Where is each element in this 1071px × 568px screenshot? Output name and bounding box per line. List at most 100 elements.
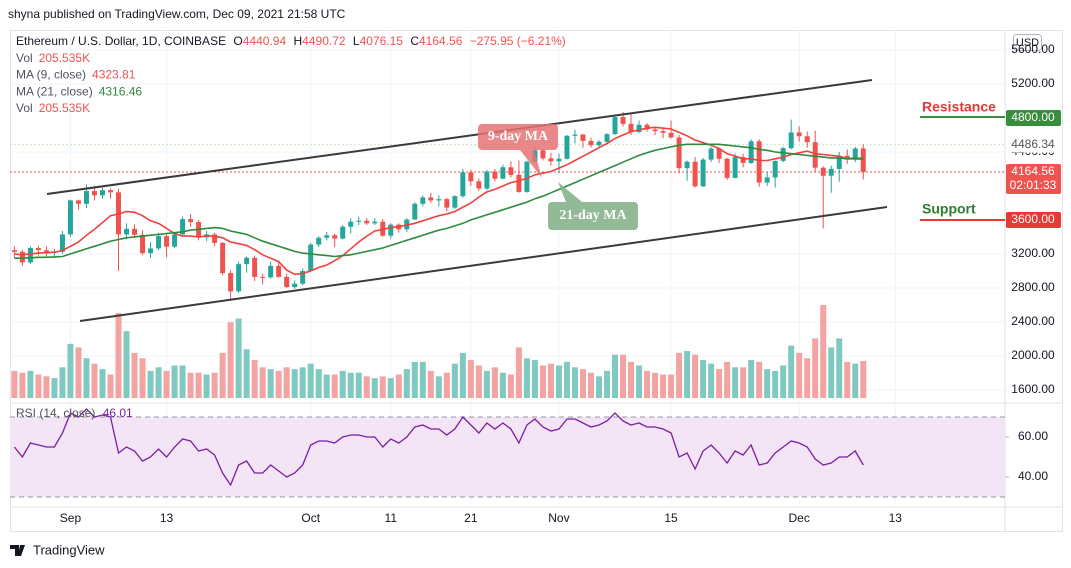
volume-bar: [395, 374, 402, 398]
legend-entry: Vol 205.535K: [16, 51, 90, 65]
ma21-label: 21-day MA: [559, 208, 627, 223]
candle-body: [836, 155, 842, 169]
volume-bar: [379, 376, 386, 398]
price-label-box: [1006, 163, 1061, 194]
resistance-label: Resistance: [922, 99, 996, 115]
volume-bar: [59, 367, 66, 398]
volume-bar: [363, 376, 370, 398]
volume-bar: [732, 367, 739, 398]
candle-body: [172, 234, 178, 247]
candle-body: [708, 148, 714, 160]
volume-bar: [307, 363, 314, 398]
volume-bar: [251, 360, 258, 398]
volume-bar: [788, 345, 795, 398]
rsi-tick-label: 60.00: [1018, 429, 1048, 443]
candle-body: [500, 167, 506, 179]
ma-line: [14, 126, 864, 276]
volume-bar: [844, 361, 851, 398]
ohlc-value: 4076.15: [360, 34, 404, 48]
volume-bar: [451, 363, 458, 398]
legend: Vol 205.535K MA (9, close) 4323.81 MA (21, c…: [16, 51, 142, 115]
volume-bar: [171, 365, 178, 398]
x-tick-label: 13: [889, 511, 903, 525]
rsi-name: RSI (14, close): [16, 406, 95, 420]
volume-bar: [764, 369, 771, 398]
volume-bar: [163, 370, 170, 398]
candle-body: [35, 247, 41, 251]
volume-bar: [660, 374, 667, 398]
volume-bar: [443, 372, 450, 398]
x-tick-label: Sep: [60, 511, 82, 525]
moving-averages: [14, 126, 864, 276]
candle-body: [788, 132, 794, 149]
candle-body: [276, 265, 282, 277]
rsi-legend: RSI (14, close) 46.01: [16, 406, 133, 420]
y-tick-label: 5600.00: [1011, 42, 1055, 56]
volume-bar: [612, 354, 619, 398]
volume-bar: [411, 361, 418, 398]
volume-bar: [155, 367, 162, 398]
volume-bar: [716, 369, 723, 398]
candle-body: [692, 161, 698, 187]
candle-body: [260, 276, 266, 278]
volume-bar: [523, 358, 530, 398]
volume-bar: [700, 360, 707, 398]
rsi-line: [13, 408, 864, 487]
volume-bar: [275, 370, 282, 398]
ma9-label: 9-day MA: [488, 129, 549, 144]
volume-bar: [147, 370, 154, 398]
volume-bar: [684, 351, 691, 398]
volume-bar: [820, 305, 827, 398]
volume-bar: [740, 367, 747, 398]
volume-bar: [83, 358, 90, 398]
volume-bar: [483, 370, 490, 398]
candle-body: [644, 124, 650, 130]
y-tick-label: 2800.00: [1011, 280, 1055, 294]
volume-bar: [692, 354, 699, 398]
candle-body: [444, 199, 450, 208]
volume-bar: [467, 360, 474, 398]
candles: [11, 112, 866, 301]
legend-value: 205.535K: [39, 101, 90, 115]
candle-body: [83, 191, 89, 204]
candle-body: [780, 148, 786, 161]
legend-name: MA (9, close): [16, 68, 86, 82]
candle-body: [140, 234, 146, 254]
candle-body: [796, 132, 802, 137]
candle-body: [156, 236, 162, 249]
volume-bar: [571, 367, 578, 398]
candle-body: [492, 171, 498, 179]
volume-bar: [115, 313, 122, 398]
volume-bar: [91, 363, 98, 398]
candle-body: [420, 197, 426, 204]
volume-bar: [299, 367, 306, 398]
volume-bar: [227, 322, 234, 398]
candle-body: [852, 148, 858, 160]
volume-bar: [475, 365, 482, 398]
volume-bar: [211, 372, 218, 398]
candle-body: [556, 158, 562, 162]
x-tick-label: 11: [385, 511, 398, 525]
volume-bar: [331, 374, 338, 398]
candle-body: [740, 157, 746, 164]
volume-bar: [243, 349, 250, 398]
volume-bar: [67, 343, 74, 398]
candle-body: [452, 196, 458, 208]
volume-bar: [748, 360, 755, 398]
volume-bar: [99, 369, 106, 398]
candle-body: [716, 148, 722, 159]
candle-body: [364, 220, 370, 224]
volume-bar: [780, 365, 787, 398]
candle-body: [476, 181, 482, 189]
candle-body: [732, 157, 738, 178]
candle-body: [700, 159, 706, 187]
legend-entry: MA (21, close) 4316.46: [16, 85, 142, 99]
volume-bar: [235, 318, 242, 398]
ohlc-letter: H: [294, 34, 303, 48]
volume-bar: [812, 338, 819, 398]
candle-body: [332, 235, 338, 239]
candle-body: [612, 117, 618, 135]
ma-line: [14, 143, 864, 259]
volume-bar: [123, 331, 130, 398]
